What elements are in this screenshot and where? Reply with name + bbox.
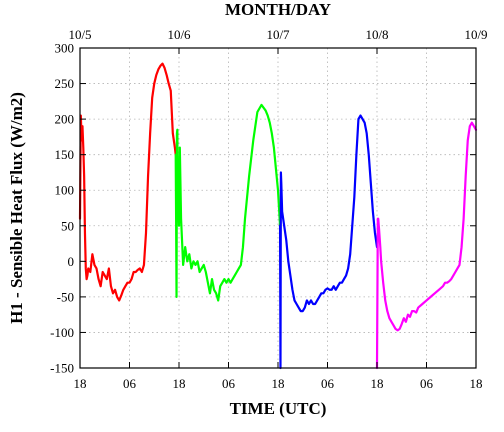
- series-line-3: [278, 114, 379, 370]
- top-tick-label: 10/6: [167, 27, 191, 42]
- x-axis-title: TIME (UTC): [230, 399, 327, 418]
- y-tick-label: 150: [55, 147, 75, 162]
- y-tick-label: 50: [61, 218, 74, 233]
- x-tick-label: 06: [321, 376, 335, 391]
- series-line-4: [375, 121, 478, 370]
- x-tick-label: 18: [272, 376, 285, 391]
- y-tick-label: 0: [68, 254, 75, 269]
- x-tick-label: 06: [123, 376, 137, 391]
- top-tick-label: 10/5: [68, 27, 91, 42]
- x-tick-label: 18: [74, 376, 87, 391]
- y-tick-label: 300: [55, 41, 75, 56]
- series-line-1: [78, 62, 177, 302]
- axis-ticks: [79, 47, 477, 369]
- x-tick-label: 06: [222, 376, 236, 391]
- series-line-2: [174, 103, 282, 302]
- y-tick-label: -100: [50, 325, 74, 340]
- x-tick-label: 18: [371, 376, 384, 391]
- plot-series: [78, 62, 478, 370]
- y-tick-label: 250: [55, 76, 75, 91]
- x-tick-label: 18: [470, 376, 483, 391]
- y-axis-title: H1 - Sensible Heat Flux (W/m2): [7, 92, 26, 324]
- top-tick-label: 10/9: [464, 27, 487, 42]
- top-tick-label: 10/7: [266, 27, 290, 42]
- x-tick-label: 18: [173, 376, 186, 391]
- y-tick-label: 200: [55, 112, 75, 127]
- y-tick-label: 100: [55, 183, 75, 198]
- y-tick-label: -50: [57, 289, 74, 304]
- x-tick-label: 06: [420, 376, 434, 391]
- top-axis-title: MONTH/DAY: [225, 0, 331, 19]
- y-tick-label: -150: [50, 361, 74, 376]
- top-tick-label: 10/8: [365, 27, 388, 42]
